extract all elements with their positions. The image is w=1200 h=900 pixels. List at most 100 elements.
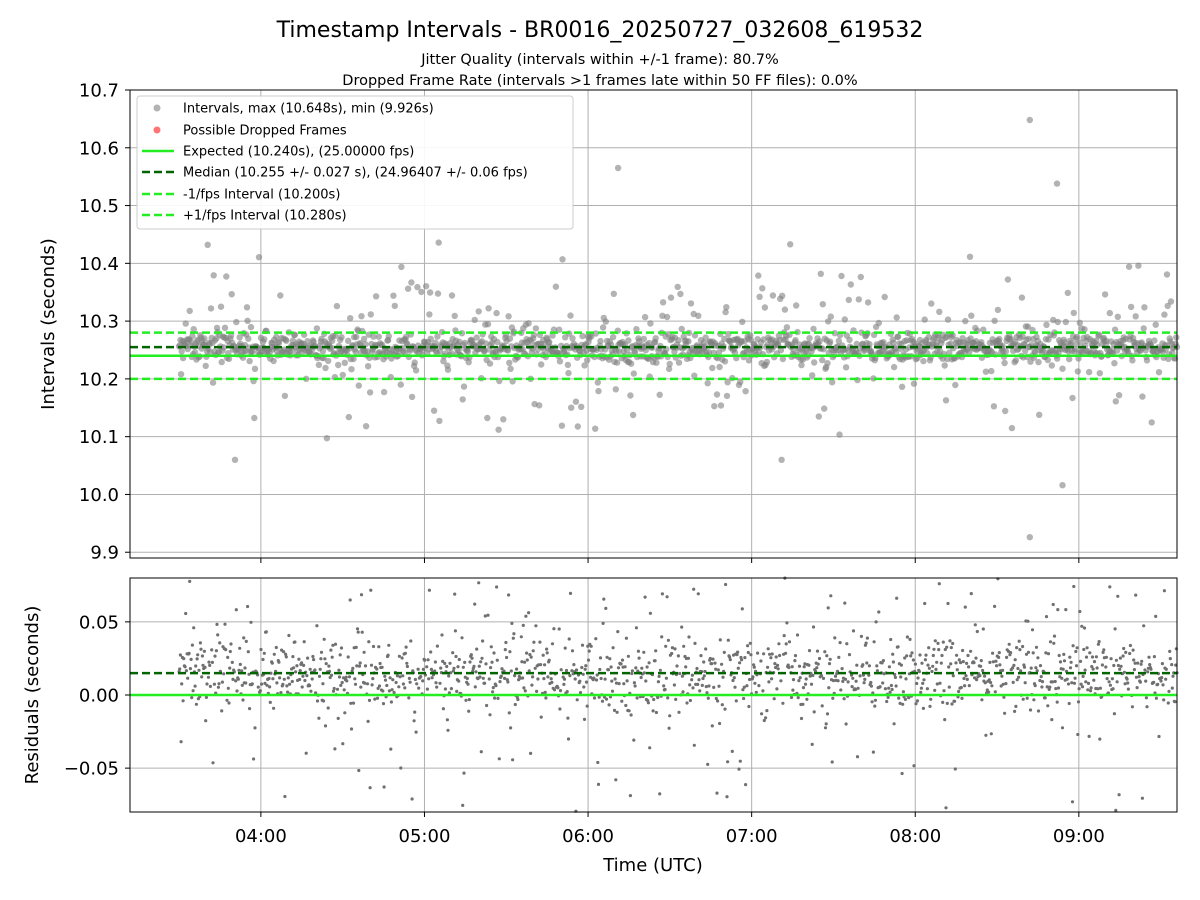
residual-point: [461, 803, 465, 808]
residual-point: [309, 689, 313, 693]
residual-point: [487, 677, 491, 681]
residual-point: [825, 654, 829, 658]
residual-point: [1039, 675, 1043, 679]
residual-point: [568, 674, 572, 678]
residual-point: [1001, 682, 1005, 686]
residual-point: [941, 640, 945, 644]
residual-point: [220, 709, 224, 713]
residual-point: [693, 641, 697, 646]
residual-point: [578, 679, 582, 683]
interval-point: [629, 411, 637, 419]
residual-point: [634, 666, 638, 670]
residual-point: [381, 702, 386, 706]
residual-point: [700, 683, 704, 688]
residual-point: [821, 676, 826, 681]
residual-point: [711, 657, 715, 661]
residual-point: [367, 698, 372, 703]
residual-point: [949, 646, 953, 650]
residual-point: [477, 664, 481, 668]
residual-point: [295, 664, 299, 668]
residual-point: [654, 710, 659, 715]
residual-point: [1170, 686, 1174, 690]
residual-point: [964, 674, 968, 678]
interval-point: [569, 335, 576, 342]
residual-point: [653, 659, 657, 663]
residual-point: [1012, 663, 1016, 668]
residual-point: [1061, 667, 1065, 671]
residual-point: [779, 679, 783, 683]
interval-point: [864, 299, 872, 306]
interval-point: [691, 372, 698, 379]
residual-point: [940, 653, 944, 658]
residual-point: [1164, 677, 1168, 681]
residual-point: [1131, 648, 1135, 652]
residual-point: [290, 679, 294, 684]
interval-point: [323, 435, 331, 442]
residual-point: [1029, 666, 1033, 670]
residual-point: [311, 654, 315, 659]
interval-point: [329, 337, 336, 344]
interval-point: [1074, 368, 1082, 375]
residual-point: [665, 595, 669, 599]
residual-point: [666, 638, 671, 642]
residual-point: [1046, 652, 1051, 656]
chart-subtitle-jitter: Jitter Quality (intervals within +/-1 fr…: [420, 52, 779, 68]
residual-point: [1159, 679, 1163, 683]
residual-point: [489, 666, 493, 670]
residual-point: [335, 687, 340, 691]
residual-point: [925, 687, 930, 691]
residual-point: [344, 675, 348, 679]
residual-point: [721, 675, 725, 679]
residual-point: [183, 665, 187, 669]
residual-point: [223, 622, 227, 626]
residual-point: [795, 633, 800, 637]
residual-point: [1071, 644, 1075, 648]
residual-point: [211, 761, 215, 765]
residual-point: [586, 658, 591, 662]
residual-point: [945, 701, 949, 706]
y-tick-label: 10.0: [79, 485, 119, 506]
residual-point: [524, 614, 528, 618]
residual-point: [511, 636, 515, 640]
interval-point: [627, 360, 635, 367]
interval-point: [609, 333, 617, 341]
residual-point: [867, 673, 871, 677]
interval-point: [549, 332, 556, 339]
residual-point: [1130, 705, 1134, 709]
residual-point: [566, 737, 571, 741]
residual-point: [722, 650, 726, 655]
residual-point: [656, 680, 661, 684]
residual-point: [961, 660, 965, 664]
residual-point: [644, 679, 648, 683]
residual-point: [1051, 602, 1055, 607]
interval-point: [1164, 302, 1171, 310]
residual-point: [447, 691, 451, 695]
interval-point: [824, 360, 831, 367]
interval-point: [1043, 321, 1050, 328]
residual-point: [935, 682, 939, 686]
residual-point: [710, 724, 714, 728]
interval-point: [385, 332, 392, 340]
residual-point: [766, 647, 770, 651]
interval-point: [1140, 325, 1147, 332]
interval-point: [893, 314, 900, 321]
residual-point: [246, 650, 250, 654]
interval-point: [845, 296, 852, 304]
residual-point: [378, 661, 382, 666]
residual-point: [905, 635, 910, 639]
residual-point: [202, 649, 206, 653]
residual-point: [666, 696, 670, 700]
residual-point: [274, 645, 278, 650]
residual-point: [953, 767, 957, 771]
interval-point: [1073, 333, 1081, 341]
residual-point: [298, 669, 302, 673]
residual-point: [656, 695, 660, 700]
interval-point: [485, 305, 492, 312]
residual-point: [291, 655, 295, 659]
residual-point: [735, 653, 739, 657]
residual-point: [226, 655, 230, 660]
interval-point: [737, 378, 744, 386]
residual-point: [974, 656, 978, 660]
chart-subtitle-dropped: Dropped Frame Rate (intervals >1 frames …: [342, 73, 857, 89]
residual-point: [1116, 594, 1120, 598]
